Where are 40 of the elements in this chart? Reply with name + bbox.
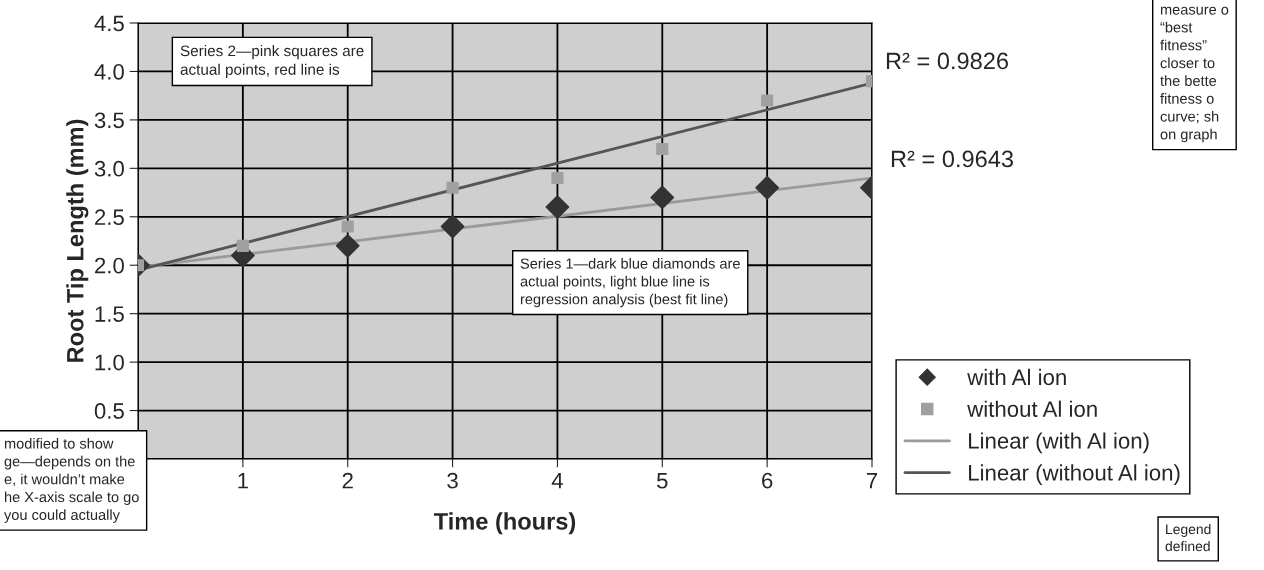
y-tick-label: 2.5 [95,209,124,226]
x-tick-label: 1 [238,473,248,489]
y-tick-label: 1.5 [95,306,124,322]
x-tick-label: 4 [551,473,563,489]
point [755,175,780,200]
annotation: Series 2—pink squares are actual points, red line is [180,45,364,78]
x-tick-label: 3 [447,472,458,489]
legend-label: without Al ion [967,400,1097,417]
point [551,171,564,185]
y-tick-label: 2.0 [95,257,124,274]
point [341,220,354,233]
point [440,214,465,239]
point [236,239,249,252]
point [545,195,570,219]
y-tick-label: 4.5 [94,15,124,32]
x-tick-label: 5 [657,473,668,489]
text: measure o “best fitness” closer to the bette fitness o curve; sh on graph [1160,6,1229,143]
annotation: modified to show ge—depends on the e, it wouldn’t make he X-axis scale to go you could actually [4,438,139,523]
text: Legend defined [1165,524,1211,552]
point [446,181,459,194]
text: R² = 0.9826 [886,52,1008,70]
point [650,185,675,210]
annotation: Series 1—dark blue diamonds are actual points, light blue line is regression analysis (best fit line) [520,258,740,308]
x-tick-label: 7 [866,473,878,489]
legend-label: Linear (with Al ion) [969,432,1149,454]
point [656,142,669,156]
point [761,94,774,107]
legend-label: with Al ion [967,368,1066,386]
x-tick-label: 6 [762,472,773,489]
point [335,233,360,258]
text: R² = 0.9643 [891,150,1013,168]
legend-label: Linear (without Al ion) [969,464,1180,485]
y-tick-label: 3.0 [94,160,124,177]
y-axis-title: Root Tip Length (mm) [66,119,89,362]
y-tick-label: 0.5 [94,403,124,419]
x-tick-label: 2 [342,472,353,489]
x-axis-title: Time (hours) [433,512,576,535]
y-tick-label: 1.0 [95,354,124,371]
y-tick-label: 3.5 [94,112,124,129]
y-tick-label: 4.0 [94,63,124,80]
